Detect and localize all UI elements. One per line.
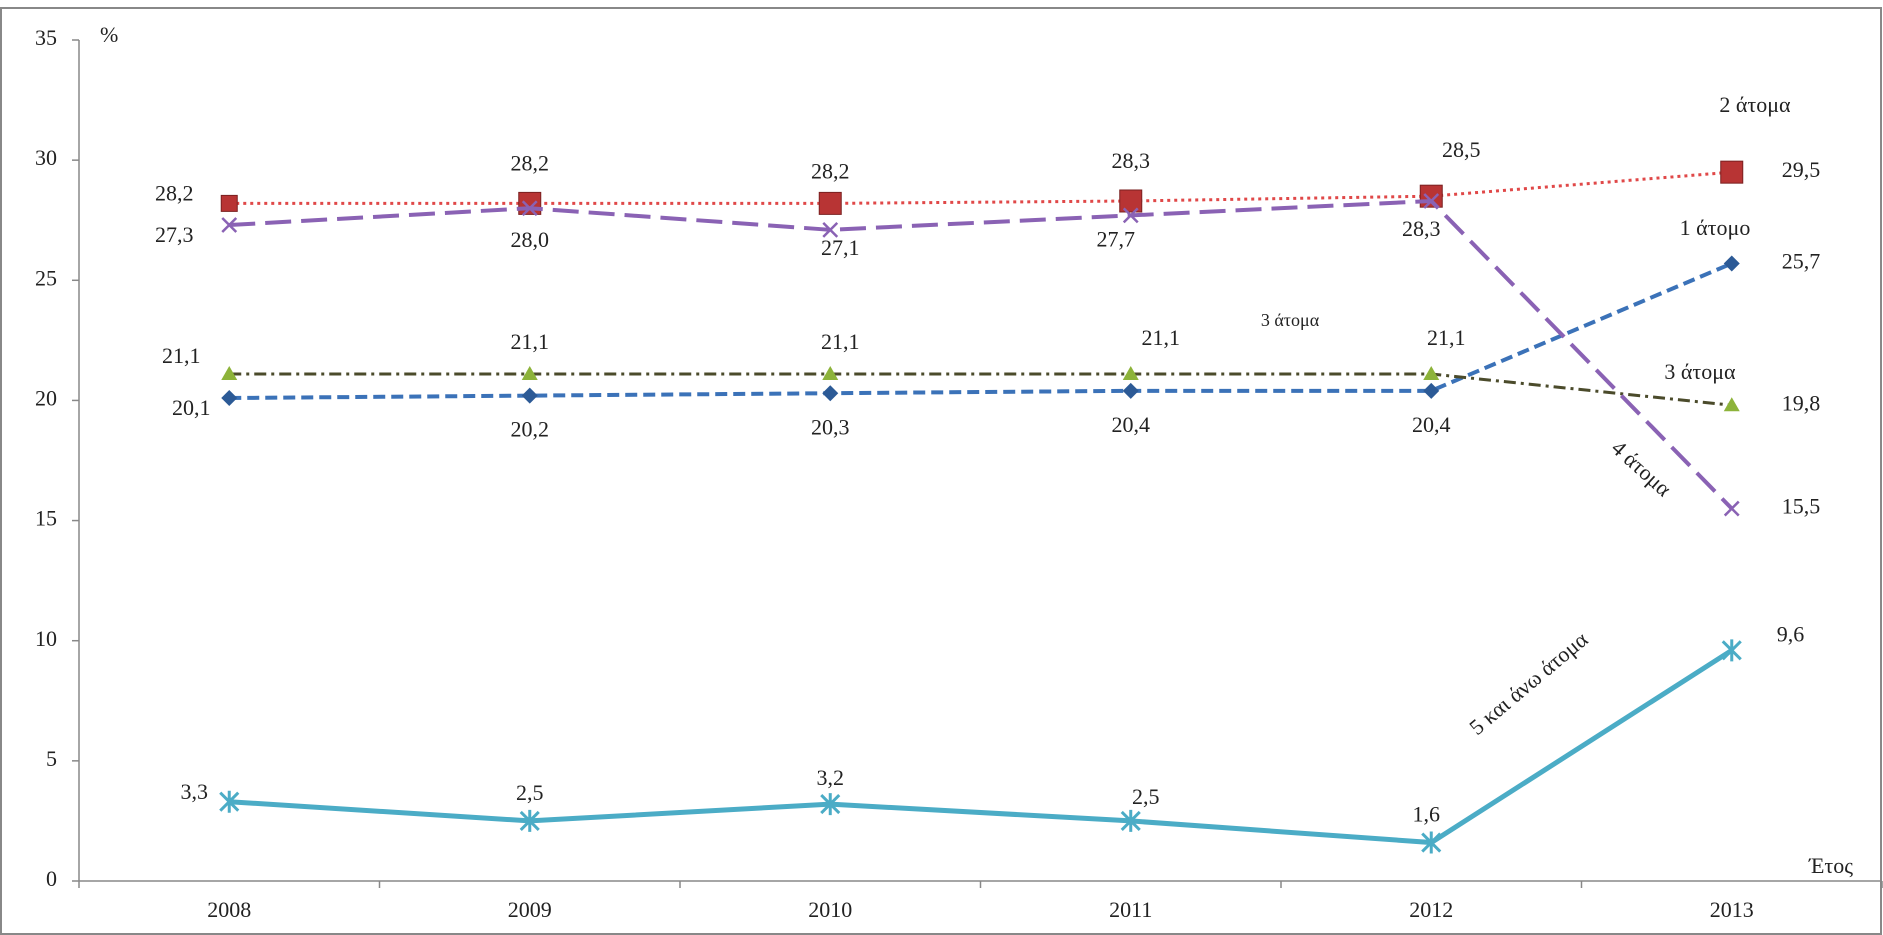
marker — [521, 387, 538, 404]
marker — [521, 365, 538, 380]
marker — [1120, 809, 1141, 832]
marker — [822, 385, 839, 402]
marker — [221, 217, 238, 233]
data-label: 1,6 — [1413, 802, 1441, 827]
series-line — [229, 648, 1734, 846]
marker — [1419, 184, 1443, 208]
marker — [1122, 207, 1139, 224]
x-tick-label: 2011 — [1109, 897, 1152, 922]
x-tick-label: 2009 — [508, 897, 552, 922]
data-label: 28,3 — [1112, 148, 1151, 173]
marker — [1122, 382, 1139, 399]
marker — [219, 790, 240, 813]
x-tick-label: 2013 — [1710, 897, 1754, 922]
data-label: 28,2 — [511, 150, 550, 175]
data-label: 2,5 — [516, 780, 544, 805]
x-tick-label: 2012 — [1409, 897, 1453, 922]
marker — [1723, 255, 1740, 272]
data-label: 29,5 — [1782, 157, 1821, 182]
series-label: 3 άτομα — [1664, 359, 1736, 384]
data-label: 20,2 — [511, 417, 550, 442]
annotation: 3 άτομα — [1261, 310, 1320, 330]
data-label: 15,5 — [1782, 494, 1821, 519]
data-label: 21,1 — [1427, 325, 1466, 350]
data-label: 3,2 — [817, 765, 845, 790]
marker — [1723, 397, 1740, 412]
y-tick-label: 0 — [46, 866, 57, 891]
marker — [221, 365, 238, 380]
data-label: 3,3 — [181, 779, 209, 804]
data-label: 21,1 — [821, 329, 860, 354]
marker — [1423, 193, 1440, 209]
data-label: 28,2 — [811, 158, 850, 183]
marker — [1421, 831, 1442, 854]
x-tick-label: 2008 — [207, 897, 251, 922]
marker — [1423, 365, 1440, 380]
data-label: 2,5 — [1132, 784, 1160, 809]
marker — [521, 200, 538, 217]
y-tick-label: 20 — [35, 385, 57, 410]
data-label: 28,2 — [155, 180, 194, 205]
marker — [1720, 160, 1744, 184]
data-label: 20,3 — [811, 414, 850, 439]
marker — [1122, 365, 1139, 380]
y-axis-label: % — [100, 22, 118, 47]
marker — [519, 809, 540, 832]
marker — [818, 191, 842, 215]
marker — [822, 365, 839, 380]
data-label: 20,1 — [172, 395, 211, 420]
y-tick-label: 30 — [35, 145, 57, 170]
data-label: 28,5 — [1442, 137, 1481, 162]
data-label: 21,1 — [511, 329, 550, 354]
data-label: 21,1 — [1142, 325, 1181, 350]
data-label: 27,1 — [821, 235, 860, 260]
marker — [1723, 500, 1740, 517]
series-label: 1 άτομο — [1680, 215, 1751, 240]
y-tick-label: 35 — [35, 25, 57, 50]
marker — [1721, 639, 1742, 662]
marker — [220, 194, 238, 212]
marker — [518, 191, 542, 215]
marker — [820, 793, 841, 816]
y-tick-label: 25 — [35, 265, 57, 290]
y-tick-label: 10 — [35, 626, 57, 651]
marker — [1423, 382, 1440, 399]
marker — [822, 221, 839, 238]
x-tick-label: 2010 — [808, 897, 852, 922]
data-label: 20,4 — [1412, 412, 1451, 437]
chart-frame — [0, 7, 1882, 935]
y-tick-label: 15 — [35, 506, 57, 531]
data-label: 9,6 — [1777, 621, 1805, 646]
series-line — [229, 198, 1734, 510]
y-tick-label: 5 — [46, 746, 57, 771]
data-label: 20,4 — [1112, 412, 1151, 437]
marker — [1119, 189, 1143, 213]
marker — [221, 390, 238, 407]
series-line — [229, 170, 1732, 205]
data-label: 19,8 — [1782, 390, 1821, 415]
data-label: 28,0 — [511, 227, 550, 252]
series-label: 2 άτομα — [1719, 92, 1791, 117]
x-axis-label: Έτος — [1808, 853, 1853, 878]
series-line — [229, 372, 1732, 407]
data-label: 27,7 — [1097, 226, 1136, 251]
data-label: 21,1 — [162, 343, 201, 368]
data-label: 28,3 — [1402, 216, 1441, 241]
data-label: 27,3 — [155, 222, 194, 247]
data-label: 25,7 — [1782, 249, 1821, 274]
